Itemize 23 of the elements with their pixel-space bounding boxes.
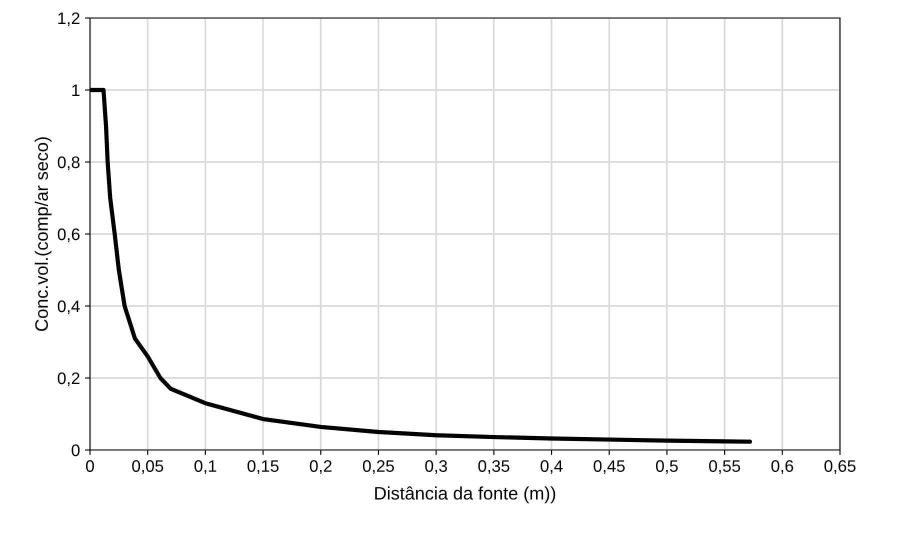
x-axis-title: Distância da fonte (m)) — [375, 486, 556, 504]
x-tick-label: 0,4 — [540, 460, 563, 474]
y-tick-label: 0,6 — [58, 228, 80, 242]
x-tick-label: 0,55 — [709, 460, 740, 474]
x-tick-label: 0,15 — [248, 460, 279, 474]
x-tick-label: 0,6 — [771, 460, 794, 474]
y-axis-title: Conc.vol.(comp/ar seco) — [34, 137, 52, 331]
y-tick-label: 0,8 — [58, 156, 80, 170]
x-tick-label: 0,45 — [594, 460, 625, 474]
y-tick-label: 1 — [72, 84, 80, 96]
x-tick-label: 0,05 — [132, 460, 164, 474]
y-tick-label: 0,4 — [58, 300, 80, 314]
x-tick-label: 0,3 — [425, 460, 448, 474]
y-tick-label: 0,2 — [58, 372, 80, 386]
x-tick-label: 0,5 — [656, 460, 678, 474]
x-tick-label: 0,1 — [194, 460, 216, 474]
x-tick-label: 0,2 — [310, 460, 332, 474]
y-tick-label: 1,2 — [58, 12, 80, 26]
x-tick-label: 0,25 — [362, 460, 394, 474]
x-tick-label: 0,35 — [478, 460, 510, 474]
y-tick-label: 0 — [72, 444, 80, 456]
x-tick-label: 0,65 — [824, 460, 856, 474]
x-tick-label: 0 — [86, 460, 94, 472]
